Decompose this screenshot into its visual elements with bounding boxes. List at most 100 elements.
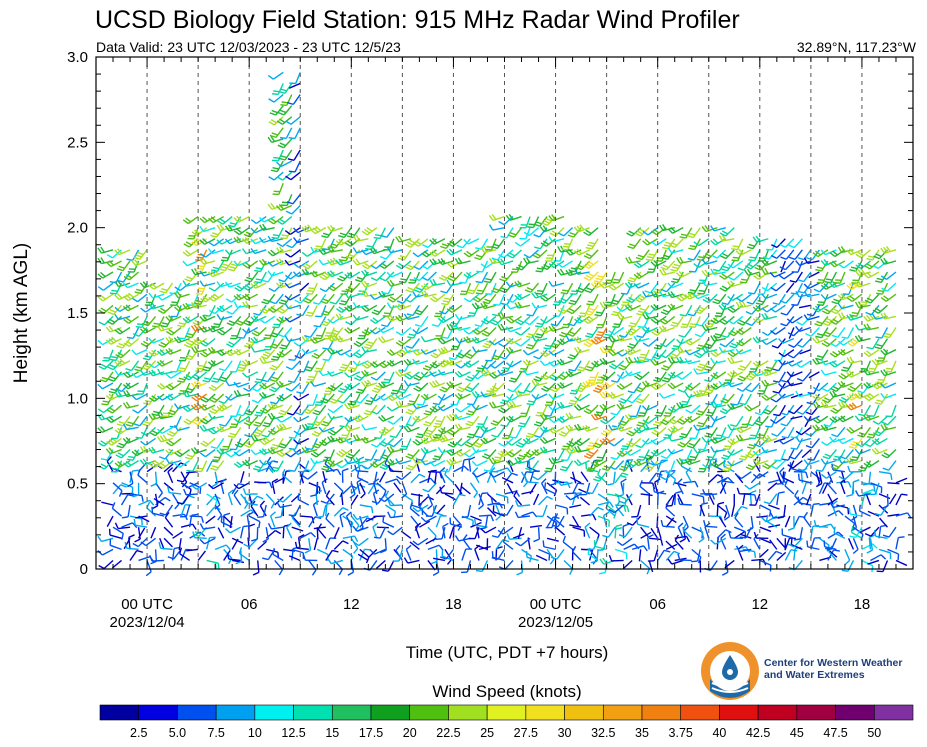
wind-barb-flag bbox=[676, 375, 683, 380]
wind-barb-staff bbox=[461, 382, 471, 393]
wind-barb-flag bbox=[510, 377, 517, 381]
wind-barb-flag bbox=[395, 236, 400, 243]
wind-barb-flag bbox=[514, 281, 520, 288]
wind-barb-staff bbox=[643, 349, 650, 361]
wind-barb-flag bbox=[471, 460, 478, 467]
wind-barb-flag bbox=[199, 523, 204, 530]
wind-barb-flag bbox=[148, 292, 154, 299]
wind-barb-flag bbox=[216, 307, 223, 313]
wind-barb-staff bbox=[623, 543, 635, 551]
wind-barb-flag bbox=[559, 416, 566, 422]
wind-barb-flag bbox=[338, 335, 344, 342]
wind-barb-flag bbox=[303, 299, 310, 304]
wind-barb-flag bbox=[278, 246, 284, 253]
wind-barb-flag bbox=[660, 539, 664, 546]
wind-barb-flag bbox=[701, 279, 707, 286]
wind-barb-flag bbox=[677, 389, 685, 393]
wind-barb-flag bbox=[592, 444, 600, 449]
wind-barb-flag bbox=[294, 299, 301, 304]
wind-barb-staff bbox=[701, 404, 710, 416]
wind-barb-flag bbox=[177, 369, 185, 373]
wind-barb-flag bbox=[517, 424, 525, 428]
wind-barb-flag bbox=[698, 305, 705, 311]
wind-barb-flag bbox=[335, 437, 341, 444]
wind-barb-flag bbox=[382, 569, 389, 572]
wind-barb-staff bbox=[450, 360, 463, 366]
wind-barb-flag bbox=[176, 450, 183, 456]
wind-barb-flag bbox=[268, 219, 275, 225]
wind-barb-staff bbox=[436, 504, 446, 515]
wind-barb-flag bbox=[437, 429, 444, 435]
wind-barb-flag bbox=[609, 466, 616, 470]
wind-barb-flag bbox=[675, 458, 681, 465]
wind-barb-flag bbox=[182, 219, 189, 225]
wind-barb-flag bbox=[623, 505, 627, 512]
wind-barb-staff bbox=[629, 371, 641, 377]
wind-barb-flag bbox=[607, 482, 614, 486]
wind-barb-staff bbox=[418, 371, 429, 381]
wind-barb-flag bbox=[586, 287, 593, 291]
wind-barb-staff bbox=[102, 282, 114, 291]
wind-barb-staff bbox=[724, 271, 735, 280]
wind-barb-flag bbox=[429, 371, 435, 377]
wind-barb-staff bbox=[320, 360, 327, 372]
wind-barb-flag bbox=[728, 531, 732, 539]
wind-barb-flag bbox=[135, 254, 142, 258]
wind-barb-staff bbox=[710, 393, 718, 405]
wind-barb-flag bbox=[600, 376, 607, 381]
wind-barb-flag bbox=[483, 302, 488, 309]
wind-barb-flag bbox=[194, 419, 201, 424]
wind-barb-staff bbox=[374, 360, 386, 368]
wind-barb-staff bbox=[138, 556, 151, 562]
wind-barb-flag bbox=[269, 388, 276, 393]
wind-barb-flag bbox=[301, 348, 307, 355]
wind-barb-staff bbox=[269, 515, 276, 528]
wind-barb-flag bbox=[120, 484, 127, 488]
wind-barb-flag bbox=[610, 301, 618, 305]
wind-barb-flag bbox=[577, 386, 584, 391]
wind-barb-flag bbox=[233, 463, 240, 468]
wind-barb-flag bbox=[134, 291, 141, 295]
wind-barb-flag bbox=[456, 388, 463, 393]
wind-barb-flag bbox=[473, 444, 480, 448]
wind-barb-flag bbox=[653, 347, 661, 350]
wind-barb-flag bbox=[278, 394, 285, 400]
wind-barb-flag bbox=[620, 364, 627, 369]
wind-barb-staff bbox=[322, 371, 335, 377]
wind-barb-staff bbox=[503, 541, 514, 550]
wind-barb-staff bbox=[692, 227, 701, 238]
wind-barb-flag bbox=[164, 512, 170, 519]
wind-barb-flag bbox=[186, 276, 193, 280]
wind-barb-flag bbox=[661, 256, 668, 261]
wind-barb-staff bbox=[624, 526, 633, 538]
wind-barb-flag bbox=[243, 543, 250, 548]
wind-barb-flag bbox=[381, 440, 388, 445]
wind-barb-flag bbox=[361, 249, 367, 256]
wind-barb-staff bbox=[390, 470, 403, 473]
wind-barb-flag bbox=[612, 299, 619, 303]
wind-barb-flag bbox=[160, 412, 165, 419]
wind-barb-flag bbox=[540, 351, 547, 357]
wind-barb-staff bbox=[101, 426, 114, 434]
wind-barb-flag bbox=[673, 263, 681, 267]
wind-barb-flag bbox=[491, 257, 499, 261]
wind-barb-flag bbox=[678, 294, 685, 300]
wind-barb-flag bbox=[451, 413, 457, 419]
wind-barb-flag bbox=[211, 269, 218, 272]
wind-barb-staff bbox=[719, 327, 727, 339]
wind-barb-flag bbox=[457, 524, 462, 531]
wind-barb-staff bbox=[171, 326, 182, 336]
wind-barb-flag bbox=[559, 373, 567, 379]
wind-barb-staff bbox=[123, 537, 131, 550]
wind-barb-staff bbox=[146, 426, 157, 436]
wind-barb-staff bbox=[561, 382, 573, 389]
wind-barb-staff bbox=[444, 548, 453, 560]
wind-barb-flag bbox=[202, 257, 208, 264]
wind-barb-staff bbox=[725, 393, 735, 404]
wind-barb-flag bbox=[599, 302, 605, 309]
wind-barb-flag bbox=[292, 271, 299, 278]
wind-barb-flag bbox=[230, 263, 238, 267]
wind-barb-flag bbox=[556, 339, 563, 346]
wind-barb-flag bbox=[618, 400, 625, 404]
wind-barb-flag bbox=[380, 234, 387, 238]
